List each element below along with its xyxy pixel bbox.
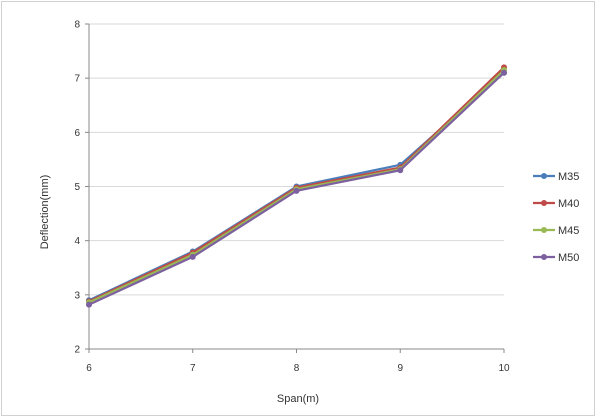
legend-layer: M35 M40 M45 M50 [533, 171, 579, 264]
y-tick-label: 6 [74, 128, 80, 139]
legend-marker-m50 [541, 254, 547, 260]
legend-label-m45: M45 [558, 225, 579, 237]
data-point-m50 [293, 187, 300, 194]
legend-marker-m40 [541, 200, 547, 206]
legend-marker-m45 [541, 227, 547, 233]
legend-label-m40: M40 [558, 198, 579, 210]
data-point-m50 [397, 167, 404, 174]
data-point-m50 [86, 301, 92, 308]
x-tick-label: 7 [190, 363, 196, 374]
y-tick-label: 8 [74, 20, 80, 31]
x-tick-label: 6 [86, 363, 92, 374]
x-axis-label: Span(m) [277, 393, 319, 405]
data-point-m50 [189, 253, 196, 260]
legend-label-m35: M35 [558, 171, 579, 183]
legend-label-m50: M50 [558, 252, 579, 264]
data-point-m50 [501, 69, 507, 76]
y-tick-label: 4 [74, 236, 80, 247]
axis-layer: 2 3 4 5 6 7 8 6 7 8 9 10 [74, 20, 510, 375]
y-tick-label: 2 [74, 345, 80, 356]
grid-layer [89, 23, 504, 296]
x-tick-label: 10 [498, 363, 510, 374]
y-tick-label: 7 [74, 74, 80, 85]
y-axis-label: Deflection(mm) [39, 175, 51, 250]
y-tick-label: 3 [74, 290, 80, 301]
y-tick-label: 5 [74, 182, 80, 193]
legend-marker-m35 [541, 173, 547, 179]
x-tick-label: 9 [397, 363, 403, 374]
x-tick-label: 8 [294, 363, 300, 374]
series-layer [86, 64, 507, 308]
